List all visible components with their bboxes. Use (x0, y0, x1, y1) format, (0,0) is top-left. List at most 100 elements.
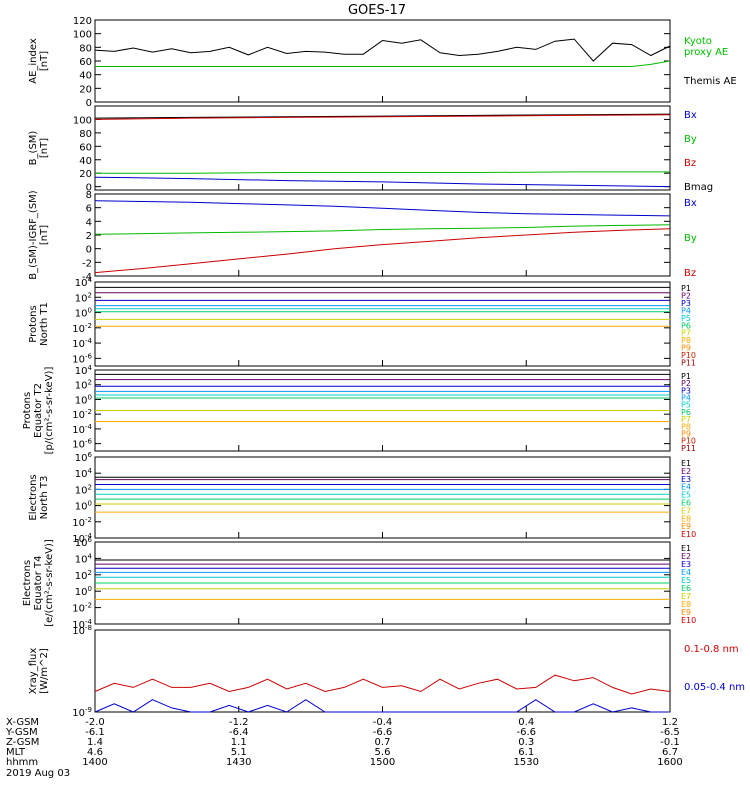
y-tick-label: 10-4 (72, 618, 92, 631)
y-axis-label-line: Equator T2 (33, 383, 44, 438)
legend-p10: P10 (681, 351, 696, 360)
footer-value: 6.7 (662, 747, 678, 758)
y-tick-label: 102 (75, 291, 92, 304)
y-tick-label: 20 (79, 84, 92, 95)
legend-e5: E5 (681, 576, 691, 585)
legend-p9: P9 (681, 344, 691, 353)
panel-2: 0 20 40 60 80 100 B_(SM)[nT] Bx By Bz Bmag (28, 105, 713, 194)
legend-entry: By (684, 134, 697, 145)
legend-p4: P4 (681, 306, 691, 315)
footer-value: -2.0 (85, 717, 105, 728)
y-tick-label: 104 (75, 364, 93, 377)
series-line-1 (94, 38, 671, 62)
y-axis-label-line: Equator T4 (33, 556, 44, 611)
legend-e1: E1 (681, 459, 691, 468)
y-tick-label: 104 (75, 276, 93, 289)
footer-value: -6.4 (229, 727, 249, 738)
series-line-1 (94, 200, 671, 217)
legend-e6: E6 (681, 584, 691, 593)
y-tick-label: 100 (73, 115, 92, 126)
legend-e3: E3 (681, 475, 691, 484)
plot-title: GOES-17 (348, 3, 406, 18)
y-axis-label-line: [nT] (39, 225, 50, 245)
y-tick-label: 60 (79, 57, 92, 68)
y-tick-label: 10-4 (72, 532, 92, 545)
legend-p6: P6 (681, 321, 691, 330)
legend-entry: Bz (684, 268, 696, 279)
y-tick-label: 10-2 (72, 322, 92, 335)
legend-e7: E7 (681, 506, 691, 515)
y-tick-label: 102 (75, 379, 92, 392)
y-axis-label: ProtonsNorth T1 (28, 302, 50, 346)
legend-e1: E1 (681, 544, 691, 553)
series-line-4 (94, 176, 671, 188)
y-tick-label: 104 (75, 467, 93, 480)
panel-frame (94, 629, 671, 713)
legend-e8: E8 (681, 514, 691, 523)
legend-p9: P9 (681, 429, 691, 438)
legend-entry: proxy AE (684, 47, 728, 58)
y-axis-label: ElectronsNorth T3 (28, 474, 50, 520)
y-axis-label-line: [nT] (39, 51, 50, 71)
footer-label: MLT (6, 747, 26, 758)
series-line-1 (94, 674, 671, 695)
legend-entry: Bx (684, 110, 697, 121)
legend-entry: Bx (684, 198, 697, 209)
legend-p3: P3 (681, 386, 691, 395)
y-tick-label: 80 (79, 43, 92, 54)
y-axis-label-line: North T3 (39, 476, 50, 520)
footer-label: hhmm (6, 757, 38, 768)
footer-value: 1.2 (662, 717, 678, 728)
y-tick-label: 10-9 (72, 706, 92, 719)
legend-p8: P8 (681, 422, 691, 431)
y-axis-label: B_(SM)[nT] (28, 131, 50, 166)
panel-frame (94, 19, 671, 103)
y-axis-label: ElectronsEquator T4[e/(cm²-s-sr-keV)] (22, 539, 55, 627)
footer-value: -1.2 (229, 717, 249, 728)
y-tick-label: 106 (75, 451, 93, 464)
footer-value: 1430 (226, 757, 251, 768)
legend-p7: P7 (681, 415, 691, 424)
panel-frame (94, 193, 671, 277)
y-axis-label-line: [nT] (39, 138, 50, 158)
series-line-3 (94, 228, 671, 274)
footer-label: Y-GSM (5, 727, 38, 738)
legend-entry: Kyoto (684, 36, 712, 47)
legend-p10: P10 (681, 437, 696, 446)
legend-entry: Bz (684, 158, 696, 169)
y-tick-label: 4 (86, 217, 92, 228)
y-tick-label: 2 (86, 231, 92, 242)
footer-value: -0.1 (660, 737, 680, 748)
legend-p1: P1 (681, 284, 691, 293)
y-tick-label: 40 (79, 71, 92, 82)
footer-value: 1530 (514, 757, 539, 768)
legend-entry: 0.05-0.4 nm (684, 682, 745, 693)
footer-value: 5.1 (231, 747, 247, 758)
footer-value: 0.3 (518, 737, 534, 748)
ephemeris-footer: X-GSM -2.0 -1.2 -0.4 0.4 1.2 Y-GSM -6.1 -6.4 -6.6… (5, 717, 683, 779)
series-line-2 (94, 224, 671, 235)
footer-value: -6.5 (660, 727, 680, 738)
y-axis-label-line: North T1 (39, 302, 50, 346)
y-tick-label: 6 (86, 204, 92, 215)
legend-e9: E9 (681, 608, 691, 617)
y-axis-label-line: Xray_flux (28, 648, 39, 695)
y-tick-label: 80 (79, 129, 92, 140)
footer-value: 1.1 (231, 737, 247, 748)
y-tick-label: 10-2 (72, 602, 92, 615)
legend-p3: P3 (681, 299, 691, 308)
panel-frame (94, 456, 671, 539)
footer-label: X-GSM (6, 717, 39, 728)
legend-e3: E3 (681, 560, 691, 569)
panel-8: 10-8 10-9 Xray_flux[W/m^2] 0.1-0.8 nm 0.05-0… (28, 624, 745, 719)
footer-value: 0.7 (375, 737, 391, 748)
footer-date: 2019 Aug 03 (6, 768, 70, 779)
legend-p2: P2 (681, 379, 691, 388)
legend-e8: E8 (681, 600, 691, 609)
y-tick-label: 102 (75, 569, 92, 582)
y-tick-label: 102 (75, 483, 92, 496)
y-tick-label: 8 (86, 190, 92, 201)
footer-value: 1400 (82, 757, 107, 768)
